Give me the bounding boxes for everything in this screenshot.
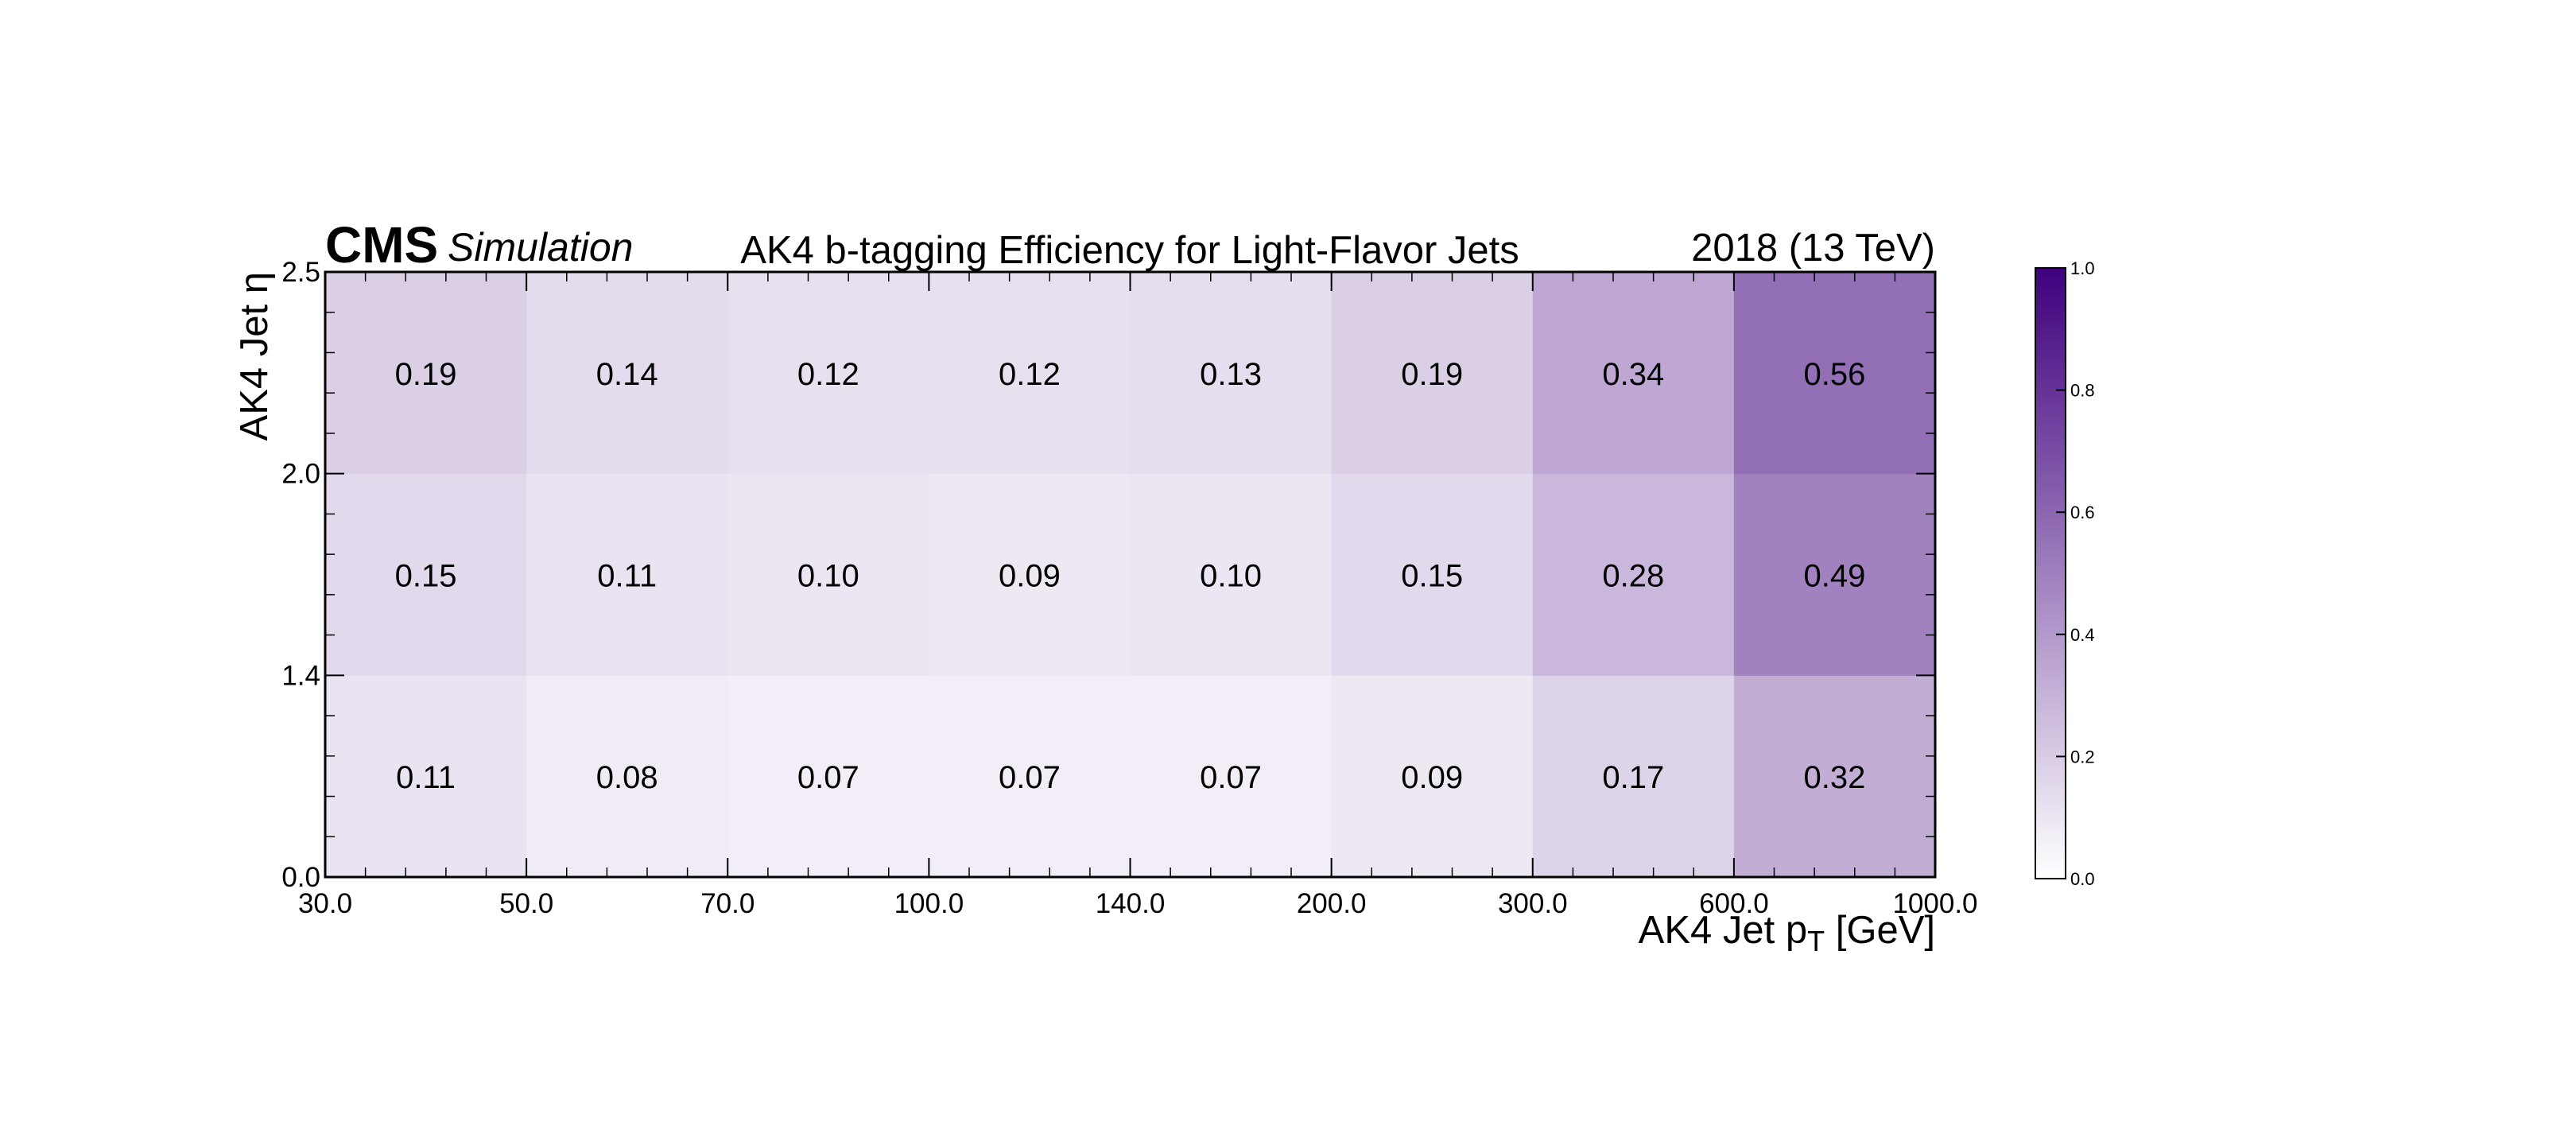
cell-value-label: 0.13: [1200, 357, 1262, 392]
cell-value-label: 0.09: [1401, 760, 1463, 795]
cell-value-label: 0.28: [1602, 559, 1664, 594]
heatmap-cell: [1130, 675, 1333, 878]
cell-value-label: 0.12: [999, 357, 1061, 392]
colorbar-tick-label: 0.6: [2070, 503, 2095, 522]
cell-value-label: 0.11: [396, 760, 456, 795]
cell-value-label: 0.11: [597, 559, 657, 594]
chart-title: AK4 b-tagging Efficiency for Light-Flavo…: [740, 229, 1519, 272]
heatmap-cell: [727, 473, 929, 676]
heatmap-cell: [929, 473, 1131, 676]
cell-value-label: 0.09: [999, 559, 1061, 594]
colorbar-ticks: 0.0 0.2 0.4 0.6 0.8 1.0: [2056, 258, 2095, 889]
plot-frame: [324, 270, 1937, 879]
lumi-label: 2018 (13 TeV): [1691, 227, 1935, 270]
x-tick-label: 140.0: [1096, 888, 1166, 919]
x-tick-label: 200.0: [1297, 888, 1367, 919]
colorbar-tick-label: 0.2: [2070, 747, 2095, 767]
colorbar-tick-label: 1.0: [2070, 258, 2095, 278]
heatmap-cell: [929, 675, 1131, 878]
x-tick-label: 600.0: [1699, 888, 1769, 919]
x-tick-label: 30.0: [298, 888, 352, 919]
cell-value-label: 0.10: [797, 559, 859, 594]
heatmap-cell: [1733, 675, 1936, 878]
x-tick-label: 100.0: [894, 888, 964, 919]
cell-value-label: 0.12: [797, 357, 859, 392]
x-tick-label: 50.0: [499, 888, 553, 919]
y-axis-label: AK4 Jet η: [233, 272, 276, 441]
heatmap-cell: [1532, 272, 1735, 475]
heatmap-cell: [1331, 675, 1534, 878]
colorbar-tick-label: 0.8: [2070, 381, 2095, 401]
cell-value-label: 0.14: [596, 357, 658, 392]
y-tick-label: 1.4: [281, 660, 320, 691]
heatmap-cell: [1532, 675, 1735, 878]
heatmap-cell: [526, 473, 728, 676]
cell-value-label: 0.15: [395, 559, 457, 594]
heatmap-cell: [1130, 272, 1333, 475]
heatmap-cell: [526, 675, 728, 878]
heatmap-cell: [929, 272, 1131, 475]
x-axis-label-unit: [GeV]: [1825, 909, 1935, 952]
cell-value-label: 0.34: [1602, 357, 1664, 392]
heatmap-cell: [1733, 473, 1936, 676]
cell-value-label: 0.49: [1804, 559, 1866, 594]
simulation-label: Simulation: [448, 225, 633, 270]
x-axis-label-sub: T: [1807, 925, 1825, 957]
heatmap-cell: [727, 272, 929, 475]
colorbar: [2035, 267, 2066, 879]
heatmap-cell: [1733, 272, 1936, 475]
heatmap-cells: 0.11 0.08 0.07 0.07 0.07 0.09 0.17 0.32 0.15 0.11…: [325, 272, 1936, 878]
cell-value-label: 0.08: [596, 760, 658, 795]
y-tick-label: 2.0: [281, 459, 320, 490]
heatmap-cell: [526, 272, 728, 475]
heatmap-cell: [1331, 473, 1534, 676]
cell-value-label: 0.07: [999, 760, 1061, 795]
cell-value-label: 0.19: [1401, 357, 1463, 392]
cell-value-label: 0.19: [395, 357, 457, 392]
x-tick-label: 300.0: [1498, 888, 1568, 919]
cell-value-label: 0.15: [1401, 559, 1463, 594]
cell-value-label: 0.32: [1804, 760, 1866, 795]
axis-ticks: 30.0 50.0 70.0 100.0 140.0 200.0 300.0 600.0 100…: [281, 257, 1977, 919]
cell-value-label: 0.56: [1804, 357, 1866, 392]
cell-value-label: 0.17: [1602, 760, 1664, 795]
y-tick-label: 0.0: [281, 862, 320, 893]
heatmap-cell: [1130, 473, 1333, 676]
heatmap-cell: [325, 675, 527, 878]
heatmap-cell: [1532, 473, 1735, 676]
cell-value-label: 0.10: [1200, 559, 1262, 594]
x-tick-label: 1000.0: [1892, 888, 1977, 919]
x-axis-label: AK4 Jet pT [GeV]: [1639, 909, 1935, 957]
heatmap-cell: [325, 473, 527, 676]
heatmap-cell: [1331, 272, 1534, 475]
heatmap-cell: [727, 675, 929, 878]
colorbar-tick-label: 0.4: [2070, 625, 2095, 645]
heatmap-cell: [325, 272, 527, 475]
y-tick-label: 2.5: [281, 257, 320, 288]
cms-label: CMS: [325, 216, 438, 274]
cell-value-label: 0.07: [1200, 760, 1262, 795]
x-tick-label: 70.0: [700, 888, 755, 919]
x-axis-label-main: AK4 Jet p: [1639, 909, 1807, 952]
cell-value-label: 0.07: [797, 760, 859, 795]
colorbar-tick-label: 0.0: [2070, 869, 2095, 889]
